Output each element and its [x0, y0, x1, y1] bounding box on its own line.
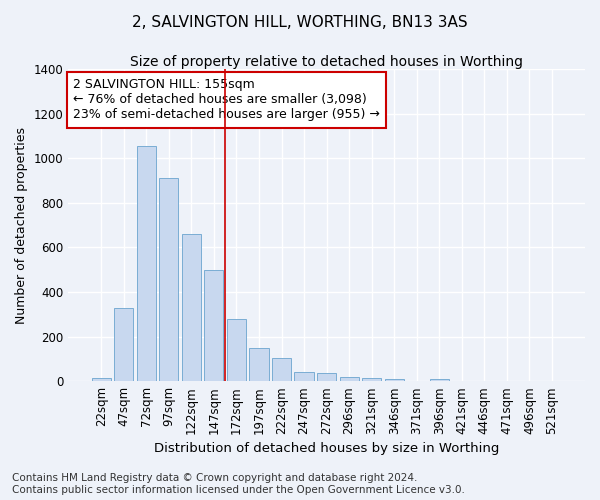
X-axis label: Distribution of detached houses by size in Worthing: Distribution of detached houses by size …	[154, 442, 499, 455]
Bar	[340, 376, 359, 381]
Bar	[92, 378, 111, 381]
Y-axis label: Number of detached properties: Number of detached properties	[15, 126, 28, 324]
Bar	[317, 372, 336, 381]
Text: Contains HM Land Registry data © Crown copyright and database right 2024.
Contai: Contains HM Land Registry data © Crown c…	[12, 474, 465, 495]
Bar	[205, 270, 223, 381]
Title: Size of property relative to detached houses in Worthing: Size of property relative to detached ho…	[130, 55, 523, 69]
Bar	[182, 234, 201, 381]
Bar	[385, 378, 404, 381]
Bar	[295, 372, 314, 381]
Bar	[137, 146, 156, 381]
Bar	[114, 308, 133, 381]
Text: 2 SALVINGTON HILL: 155sqm
← 76% of detached houses are smaller (3,098)
23% of se: 2 SALVINGTON HILL: 155sqm ← 76% of detac…	[73, 78, 380, 122]
Text: 2, SALVINGTON HILL, WORTHING, BN13 3AS: 2, SALVINGTON HILL, WORTHING, BN13 3AS	[132, 15, 468, 30]
Bar	[159, 178, 178, 381]
Bar	[272, 358, 291, 381]
Bar	[227, 318, 246, 381]
Bar	[430, 379, 449, 381]
Bar	[362, 378, 381, 381]
Bar	[250, 348, 269, 381]
